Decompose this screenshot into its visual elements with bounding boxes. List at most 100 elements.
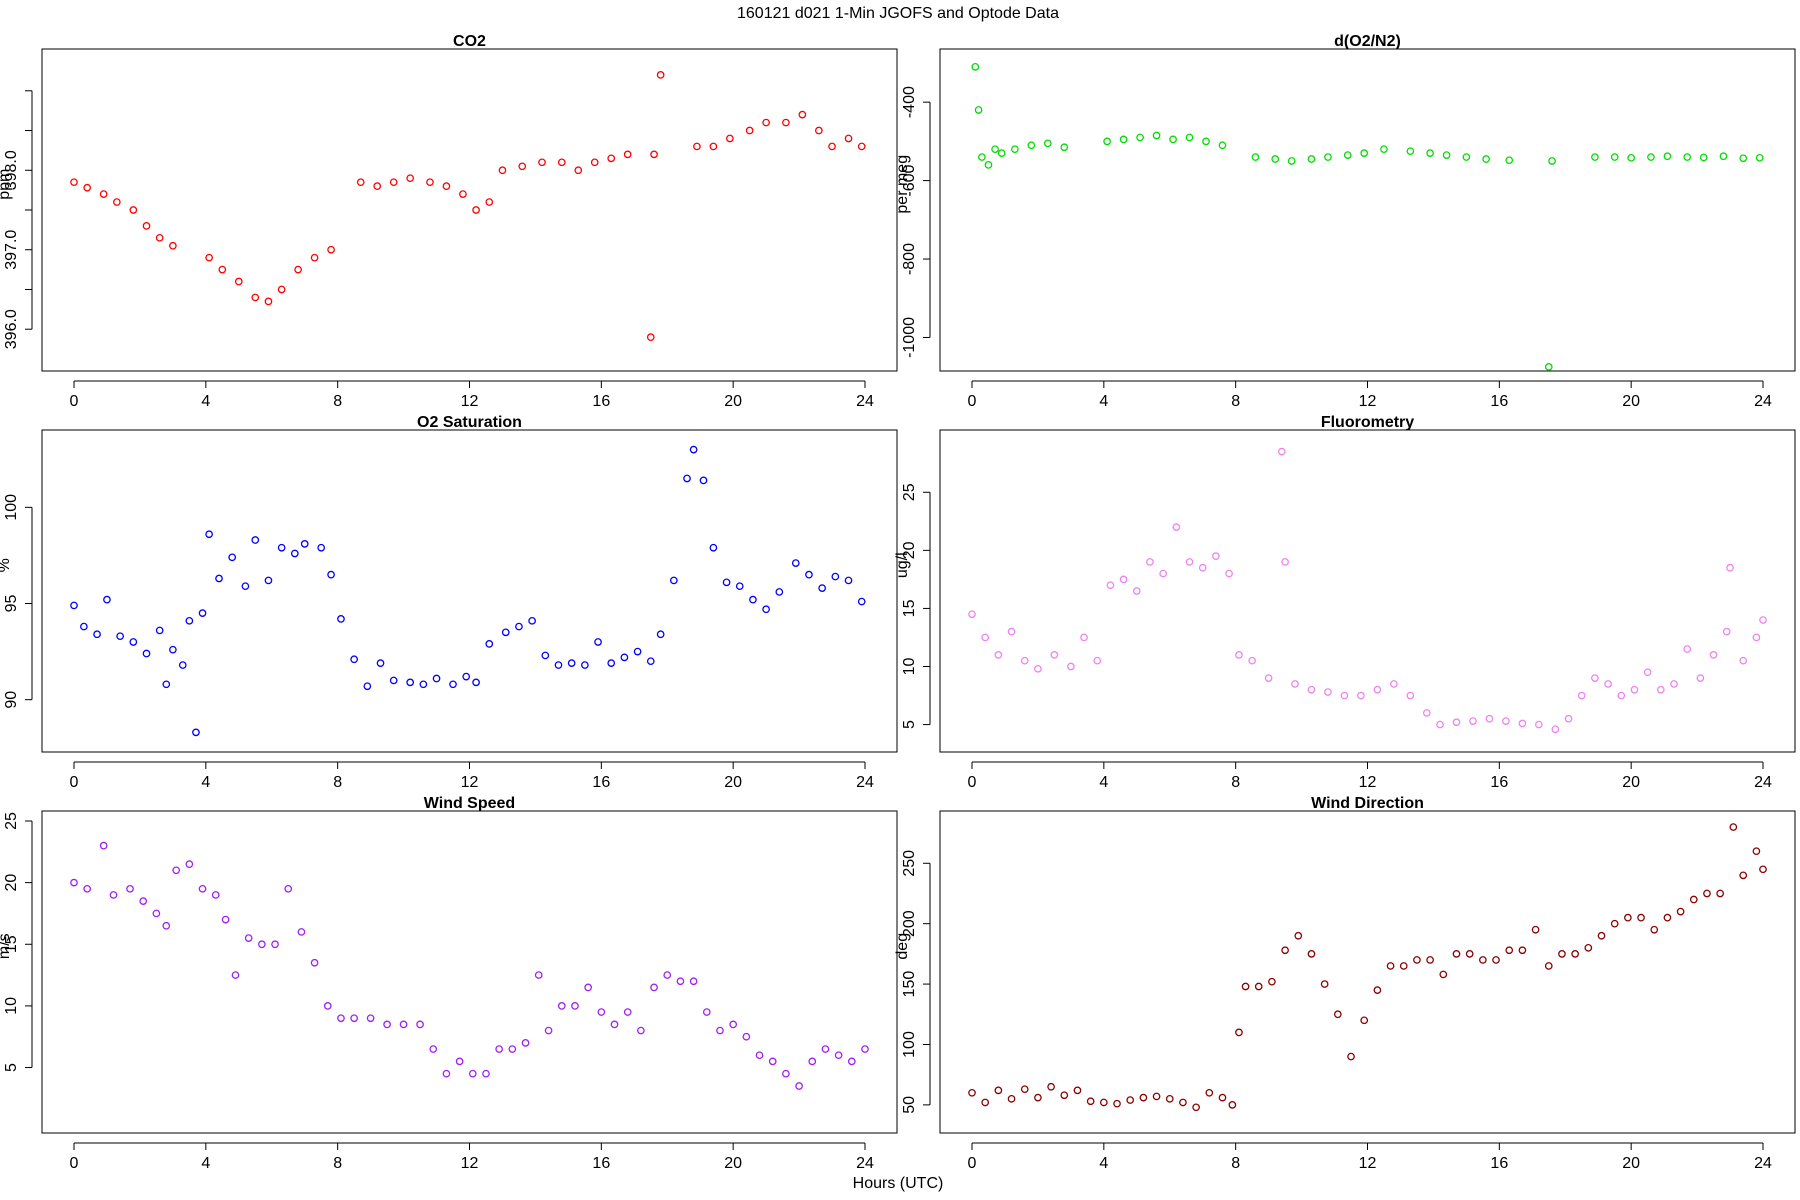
windspeed-data-point [468,1069,477,1078]
do2n2-data-point [1610,153,1619,161]
winddir-data-point [1347,1052,1355,1061]
o2sat-data-point [198,609,207,617]
co2-data-point [815,126,823,135]
o2sat-x-tick-label: 0 [70,774,79,791]
o2sat-title: O2 Saturation [417,414,522,431]
windspeed-data-point [109,891,118,899]
co2-x-tick-label: 12 [461,393,479,410]
winddir-y-tick-label: 100 [901,1031,918,1058]
fluor-y-tick-label: 25 [901,483,918,501]
co2-data-point [472,206,480,214]
fluor-data-point [1291,680,1299,688]
do2n2-data-point [1699,153,1708,162]
windspeed-data-point [399,1020,408,1029]
o2sat-data-point [389,676,398,685]
o2sat-data-point [607,659,616,667]
fluor-data-point [1119,575,1128,584]
fluor-data-point [1469,717,1477,725]
windspeed-data-point [702,1008,711,1016]
windspeed-data-point [70,878,78,887]
winddir-data-point [1426,956,1434,964]
windspeed-data-point [755,1051,764,1060]
fluor-data-point [1722,627,1731,636]
fluor-title: Fluorometry [1321,414,1414,431]
co2-x-tick-label: 8 [333,393,342,410]
windspeed-data-point [663,971,672,979]
fluor-x-tick-label: 24 [1754,774,1772,791]
co2-data-point [155,233,164,242]
co2-data-point [650,150,658,159]
winddir-data-point [1413,956,1421,964]
do2n2-y-axis-label: per meg [894,155,911,214]
co2-data-point [129,206,138,214]
fluor-data-point [1340,691,1349,700]
winddir-x-tick-label: 0 [968,1155,977,1172]
o2sat-data-point [419,680,428,689]
winddir-data-point [1126,1096,1135,1104]
o2sat-y-tick-label: 95 [3,595,20,613]
o2sat-data-point [251,536,260,544]
winddir-data-point [1060,1091,1069,1100]
windspeed-data-point [455,1057,464,1066]
winddir-data-point [1518,946,1527,955]
windspeed-data-point [623,1008,632,1016]
do2n2-plot-frame [939,48,1796,372]
fluor-data-point [1080,633,1088,642]
co2-data-point [251,293,260,302]
fluor-data-point [1670,680,1678,688]
o2sat-data-point [376,659,385,667]
fluor-data-point [1485,714,1494,723]
windspeed-data-point [534,971,543,979]
winddir-data-point [1571,950,1579,958]
winddir-data-point [1020,1085,1029,1094]
o2sat-data-point [116,632,124,641]
fluor-data-point [1739,656,1748,665]
co2-data-point [142,222,151,230]
co2-data-point [218,265,227,274]
winddir-x-tick-label: 4 [1099,1155,1108,1172]
winddir-data-point [1179,1098,1187,1107]
do2n2-data-point [1343,151,1352,159]
co2-plot-frame [41,48,898,372]
fluor-y-axis-label: ug/l [894,552,911,578]
o2sat-data-point [300,540,309,548]
winddir-data-point [1399,962,1408,970]
o2sat-data-point [103,595,111,604]
winddir-data-point [1689,895,1698,904]
windspeed-data-point [584,983,593,992]
co2-data-point [646,333,655,342]
fluor-data-point [1551,725,1560,734]
fluor-data-point [1577,691,1586,700]
fluor-data-point [1373,685,1382,694]
o2sat-data-point [142,649,151,658]
winddir-x-tick-label: 12 [1359,1155,1377,1172]
windspeed-data-point [383,1020,391,1029]
windspeed-data-point [297,928,306,936]
o2sat-data-point [554,661,563,669]
o2sat-data-point [277,543,286,552]
winddir-data-point [1165,1094,1174,1103]
co2-x-tick-label: 24 [856,393,874,410]
fluor-data-point [1604,680,1612,688]
do2n2-data-point [971,62,980,71]
windspeed-data-point [557,1002,566,1010]
co2-data-point [205,253,213,262]
winddir-data-point [1739,871,1748,880]
do2n2-data-point [1185,133,1194,142]
windspeed-data-point [152,909,161,918]
windspeed-y-axis-label: m/s [0,933,13,959]
winddir-data-point [1759,865,1767,874]
co2-data-point [726,134,734,143]
co2-data-point [277,285,286,294]
o2sat-data-point [831,572,840,581]
winddir-data-point [1192,1103,1200,1112]
windspeed-y-tick-label: 25 [3,812,20,830]
winddir-x-tick-label: 24 [1754,1155,1772,1172]
fluor-data-point [1683,645,1692,653]
winddir-data-point [1281,946,1289,955]
windspeed-data-point [185,860,194,868]
fluor-data-point [1185,558,1194,566]
fluor-data-point [1281,558,1289,566]
o2sat-data-point [775,588,784,596]
windspeed-data-point [544,1026,553,1035]
